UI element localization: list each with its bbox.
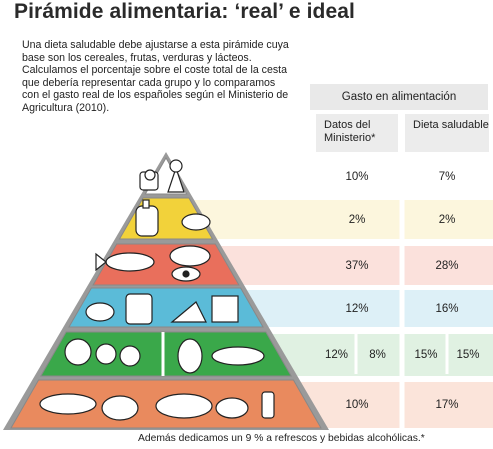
table-cell-ministerio: 10% [345,171,369,183]
table-cell-dieta: 16% [435,302,459,315]
table-cell-dieta: 15% [456,349,480,361]
table-cell-dieta: 17% [435,399,459,411]
ice-cream-icon [167,166,185,193]
meat-icon [169,245,211,267]
table-cell-ministerio: 12% [324,349,349,361]
milk-jug-icon [125,293,153,325]
page-title: Pirámide alimentaria: ‘real’ e ideal [14,0,355,23]
pasta-plate-icon [155,393,213,419]
ice-cream-scoop-icon [169,159,183,173]
footer-note: Además dedicamos un 9 % a refrescos y be… [138,433,425,444]
fish-icon [105,252,155,272]
tomato-icon [119,345,141,367]
grapes-icon [64,338,92,366]
table-cell-dieta: 28% [435,259,459,272]
column-header-dieta: Dieta saludable [405,114,489,152]
table-cell-ministerio: 37% [345,259,369,272]
fish-tail-icon [95,252,107,272]
vegetable-icon [261,391,275,419]
yogurt-bowl-icon [85,302,115,322]
cauliflower-icon [177,338,203,374]
eggplant-icon [211,346,265,366]
table-cell-ministerio: 2% [348,213,366,226]
column-header-ministerio: Datos del Ministerio* [316,114,398,152]
pastry-icon [144,169,156,181]
butter-icon [181,213,211,231]
table-cell-ministerio: 12% [345,302,369,315]
bread-icon [39,393,97,415]
table-cell-dieta: 2% [438,213,456,226]
oil-bottle-icon [135,205,159,237]
egg-yolk-icon [182,270,190,278]
intro-paragraph: Una dieta saludable debe ajustarse a est… [22,39,289,114]
table-cell-ministerio: 10% [345,399,369,411]
rice-bowl-icon [215,397,249,419]
milk-carton-icon [211,295,239,323]
bread-roll-icon [101,395,139,421]
apple-icon [95,343,117,365]
table-cell-dieta: 7% [438,171,456,183]
table-header: Gasto en alimentación [310,84,488,110]
oil-cap-icon [142,199,150,209]
cheese-icon [170,301,207,323]
table-cell-dieta: 15% [414,349,438,361]
table-cell-ministerio: 8% [369,349,386,361]
